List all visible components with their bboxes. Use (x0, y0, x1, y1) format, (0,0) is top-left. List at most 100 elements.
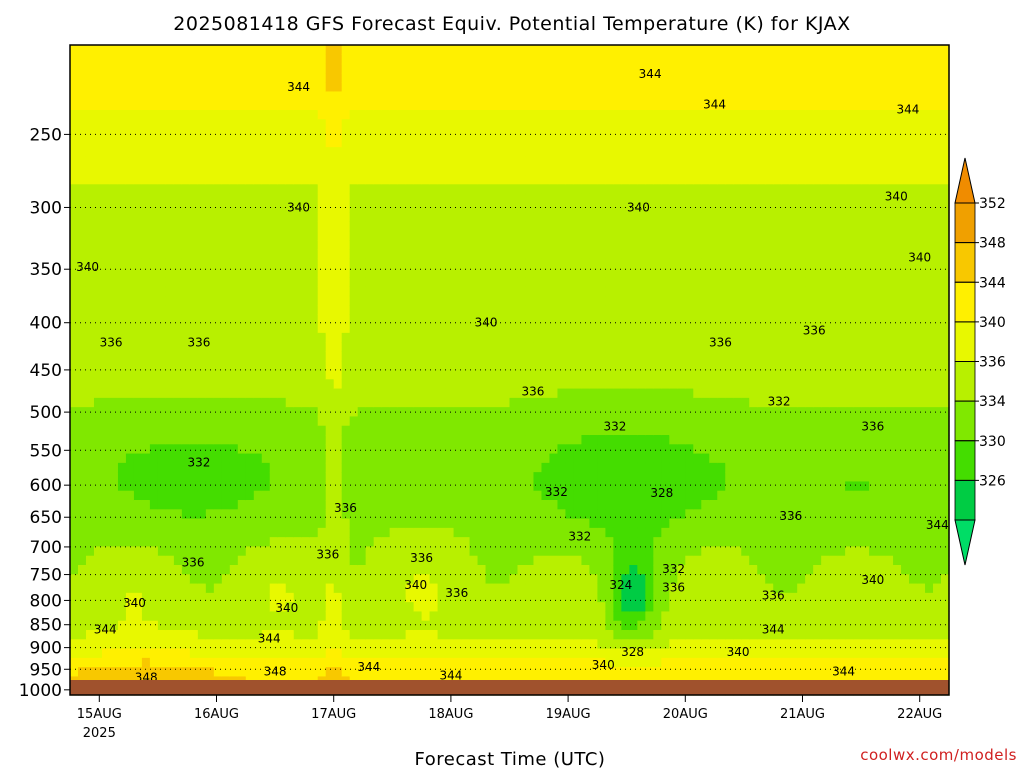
field-cell (181, 388, 191, 399)
field-cell (205, 481, 215, 492)
field-cell (349, 305, 359, 315)
field-cell (125, 72, 135, 83)
field-cell (341, 565, 351, 575)
field-cell (125, 555, 135, 566)
field-cell (173, 277, 183, 288)
field-cell (389, 212, 399, 223)
field-cell (173, 639, 183, 650)
field-cell (501, 435, 511, 445)
field-cell (93, 277, 103, 288)
field-cell (365, 100, 375, 111)
field-cell (493, 249, 503, 260)
field-cell (309, 82, 319, 93)
field-cell (373, 305, 383, 315)
field-cell (125, 323, 135, 334)
field-cell (429, 230, 439, 241)
field-cell (437, 657, 447, 668)
field-cell (637, 45, 646, 55)
field-cell (501, 611, 511, 622)
field-cell (213, 175, 223, 185)
field-cell (293, 407, 303, 418)
field-cell (157, 128, 167, 139)
field-cell (605, 286, 614, 297)
field-cell (445, 397, 455, 408)
field-cell (597, 481, 606, 492)
field-cell (333, 82, 343, 93)
field-cell (621, 267, 630, 278)
field-cell (501, 397, 511, 408)
field-cell (285, 620, 295, 631)
field-cell (157, 110, 167, 120)
field-cell (397, 509, 407, 520)
field-cell (629, 527, 638, 538)
field-cell (213, 500, 223, 510)
field-cell (165, 137, 175, 148)
field-cell (477, 221, 487, 232)
field-cell (133, 72, 143, 83)
field-cell (597, 258, 606, 269)
field-cell (269, 657, 279, 668)
field-cell (181, 397, 191, 408)
field-cell (437, 45, 447, 55)
field-cell (269, 574, 279, 585)
field-cell (485, 295, 495, 306)
field-cell (373, 110, 383, 120)
field-cell (509, 137, 519, 148)
field-cell (573, 156, 583, 167)
field-cell (365, 565, 375, 575)
field-cell (253, 267, 263, 278)
field-cell (181, 295, 191, 306)
field-cell (261, 435, 271, 445)
field-cell (325, 286, 335, 297)
field-cell (261, 230, 271, 241)
field-cell (189, 537, 199, 548)
field-cell (285, 212, 295, 223)
field-cell (621, 128, 630, 139)
field-cell (541, 212, 551, 223)
field-cell (109, 184, 119, 195)
field-cell (541, 397, 551, 408)
field-cell (541, 462, 551, 473)
field-cell (517, 611, 527, 622)
field-cell (565, 119, 575, 130)
field-cell (517, 397, 527, 408)
field-cell (317, 592, 327, 603)
field-cell (437, 630, 447, 640)
field-cell (421, 119, 431, 130)
field-cell (173, 249, 183, 260)
field-cell (389, 546, 399, 557)
field-cell (317, 657, 327, 668)
field-cell (221, 444, 231, 455)
field-cell (269, 388, 279, 399)
field-cell (117, 500, 127, 510)
field-cell (525, 657, 535, 668)
field-cell (213, 342, 223, 353)
field-cell (101, 193, 111, 204)
field-cell (525, 323, 535, 334)
field-cell (173, 611, 183, 622)
field-cell (517, 147, 527, 158)
field-cell (149, 137, 159, 148)
field-cell (125, 305, 135, 315)
field-cell (70, 592, 79, 603)
field-cell (549, 537, 559, 548)
field-cell (637, 286, 646, 297)
field-cell (101, 212, 111, 223)
field-cell (229, 546, 239, 557)
field-cell (197, 230, 207, 241)
field-cell (389, 490, 399, 501)
field-cell (549, 472, 559, 483)
field-cell (581, 425, 591, 436)
field-cell (629, 184, 638, 195)
field-cell (549, 602, 559, 613)
field-cell (509, 602, 519, 613)
field-cell (85, 110, 95, 120)
field-cell (229, 184, 239, 195)
field-cell (101, 462, 111, 473)
field-cell (309, 574, 319, 585)
field-cell (357, 147, 367, 158)
field-cell (613, 323, 622, 334)
field-cell (125, 435, 135, 445)
field-cell (493, 416, 503, 427)
field-cell (157, 667, 167, 678)
